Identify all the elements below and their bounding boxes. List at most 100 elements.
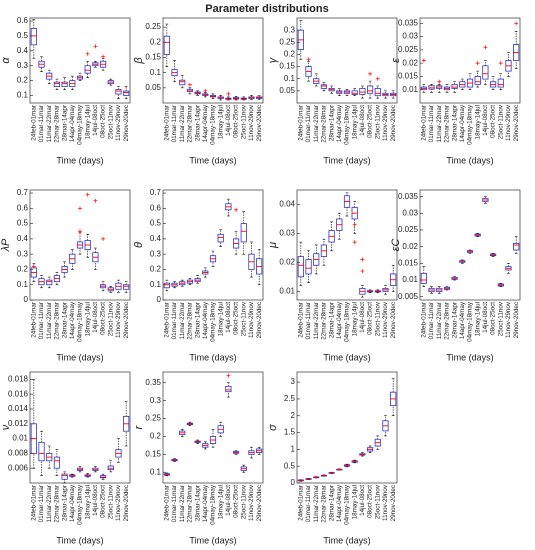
x-tick-label: 22mar-28mar [187, 105, 194, 143]
outlier [85, 51, 90, 56]
plot-frame [296, 17, 398, 104]
x-tick-label: 18may-14jul [474, 105, 481, 139]
box [61, 81, 68, 87]
box [351, 90, 358, 95]
x-tick-label: 18may-14jul [474, 302, 481, 336]
x-tick-label: 08oct-25oct [490, 302, 497, 335]
x-tick-label: 14apr-04may [459, 301, 466, 339]
box [84, 65, 91, 74]
x-tick-label: 18may-14jul [84, 485, 91, 519]
x-tick-label: 29nov-20dec [123, 485, 130, 521]
y-tick-label: 0.4 [17, 234, 29, 243]
x-tick-label: 08oct-25oct [100, 302, 107, 335]
x-tick-label: 14jul-08oct [225, 302, 232, 333]
x-tick-label: 08oct-25oct [233, 485, 240, 518]
y-tick-label: 0 [157, 295, 162, 304]
x-axis-label: Time (days) [323, 155, 370, 165]
x-axis-label: Time (days) [189, 535, 236, 545]
x-tick-label: 11mar-22mar [313, 302, 320, 339]
y-tick-label: 0.2 [150, 432, 162, 441]
x-tick-label: 18may-14jul [217, 105, 224, 139]
x-tick-label: 29nov-20dec [390, 105, 397, 141]
outlier [375, 76, 380, 81]
y-tick-label: 0.1 [150, 68, 162, 77]
x-tick-label: 14jul-08oct [359, 302, 366, 333]
plot-frame [419, 189, 521, 301]
x-tick-label: 01mar-11mar [305, 302, 312, 339]
y-tick-label: 0.1 [284, 74, 296, 83]
plot-frame [29, 189, 131, 301]
outlier [101, 236, 106, 241]
x-tick-label: 14apr-04may [459, 104, 466, 142]
x-tick-label: 24feb-01mar [164, 485, 171, 521]
box [240, 223, 247, 243]
x-tick-label: 25oct-11nov [374, 104, 381, 139]
y-axis-label: μ [267, 242, 279, 249]
y-tick-label: 0.025 [398, 45, 419, 54]
y-tick-label: 0.3 [17, 61, 29, 70]
x-tick-label: 04may-18may [344, 301, 351, 342]
x-axis-label: Time (days) [323, 535, 370, 545]
x-tick-label: 04may-18may [77, 104, 84, 145]
x-tick-label: 04may-18may [467, 104, 474, 145]
box [46, 279, 53, 286]
x-tick-label: 24feb-01mar [298, 302, 305, 338]
y-tick-label: 0.01 [402, 275, 418, 284]
x-tick-label: 11nov-29nov [505, 104, 512, 141]
x-tick-label: 08oct-25oct [490, 105, 497, 138]
y-axis-label: ν [0, 424, 12, 430]
x-tick-label: 11mar-22mar [313, 105, 320, 142]
x-tick-label: 29nov-20dec [513, 105, 520, 141]
x-tick-label: 18may-14jul [351, 485, 358, 519]
x-tick-label: 11mar-22mar [179, 105, 186, 142]
x-tick-label: 24feb-01mar [298, 485, 305, 521]
x-tick-label: 14apr-04may [69, 301, 76, 339]
x-tick-label: 14jul-08oct [359, 105, 366, 136]
y-tick-label: 0.2 [150, 265, 162, 274]
x-axis-label: Time (days) [56, 352, 103, 362]
outlier [368, 71, 373, 76]
outlier [78, 229, 82, 234]
x-tick-label: 14jul-08oct [92, 302, 99, 333]
x-tick-label: 08oct-25oct [100, 105, 107, 138]
x-tick-label: 18may-14jul [351, 302, 358, 336]
x-tick-label: 08oct-25oct [233, 302, 240, 335]
x-tick-label: 04may-18may [210, 301, 217, 342]
outlier [421, 58, 426, 63]
x-tick-label: 04may-18may [210, 104, 217, 145]
y-tick-label: 0.014 [8, 404, 29, 413]
x-tick-label: 29nov-20dec [256, 105, 263, 141]
box [163, 282, 170, 289]
box [61, 473, 68, 480]
outlier [306, 57, 311, 62]
x-tick-label: 08oct-25oct [367, 302, 374, 335]
x-tick-label: 24feb-01mar [164, 105, 171, 141]
x-tick-label: 14jul-08oct [225, 105, 232, 136]
x-tick-label: 18may-14jul [217, 485, 224, 519]
box [53, 456, 61, 469]
box [163, 35, 170, 55]
x-tick-label: 22mar-28mar [321, 302, 328, 340]
y-tick-label: 0.01 [279, 286, 295, 295]
panel: 0.05 0.1 0.15 0.2 0.25 β 24feb-01mar 01mar-11ma… [133, 17, 264, 165]
x-tick-label: 01mar-11mar [428, 302, 435, 339]
x-tick-label: 22mar-28mar [54, 485, 61, 523]
x-tick-label: 29nov-20dec [256, 302, 263, 338]
box [482, 65, 489, 80]
y-axis-label: β [133, 57, 145, 65]
x-tick-label: 22mar-28mar [444, 105, 451, 143]
x-tick-label: 29nov-20dec [123, 105, 130, 141]
y-axis-label: α [0, 57, 12, 64]
x-tick-label: 04may-18may [210, 484, 217, 525]
box [305, 259, 312, 275]
x-tick-label: 11nov-29nov [382, 104, 389, 141]
plot-frame [419, 17, 521, 104]
x-tick-label: 04may-18may [77, 301, 84, 342]
y-tick-label: 0.7 [150, 188, 162, 197]
x-tick-label: 29nov-20dec [390, 485, 397, 521]
box [115, 89, 122, 95]
y-tick-label: 0.02 [279, 257, 295, 266]
box [474, 76, 481, 85]
y-tick-label: 0.3 [150, 396, 162, 405]
